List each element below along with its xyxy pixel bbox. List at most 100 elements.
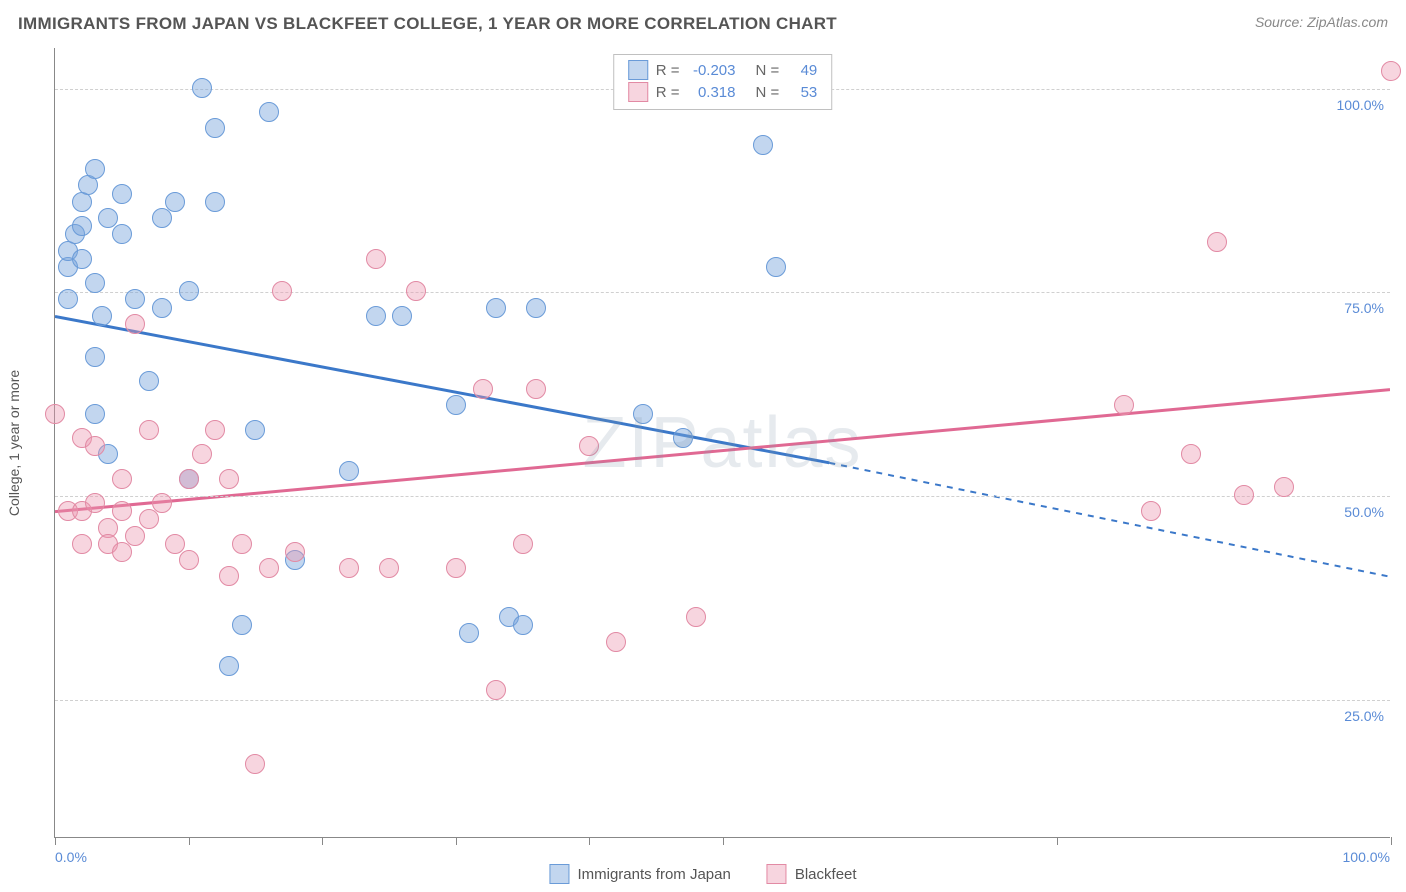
data-point xyxy=(473,379,493,399)
data-point xyxy=(192,444,212,464)
data-point xyxy=(112,469,132,489)
x-tick-label: 100.0% xyxy=(1343,849,1390,865)
data-point xyxy=(205,420,225,440)
data-point xyxy=(139,420,159,440)
y-tick-label: 50.0% xyxy=(1344,504,1384,520)
data-point xyxy=(259,558,279,578)
data-point xyxy=(1141,501,1161,521)
data-point xyxy=(139,371,159,391)
source-credit: Source: ZipAtlas.com xyxy=(1255,14,1388,30)
data-point xyxy=(245,754,265,774)
x-tick xyxy=(189,837,190,845)
data-point xyxy=(85,159,105,179)
gridline xyxy=(55,292,1390,293)
x-tick xyxy=(589,837,590,845)
legend-row: R =-0.203N =49 xyxy=(628,59,818,81)
data-point xyxy=(526,379,546,399)
legend-item: Immigrants from Japan xyxy=(549,864,730,884)
legend-row: R =0.318N =53 xyxy=(628,81,818,103)
data-point xyxy=(366,249,386,269)
legend-n-label: N = xyxy=(756,62,780,79)
data-point xyxy=(486,680,506,700)
y-tick-label: 75.0% xyxy=(1344,300,1384,316)
legend-n-label: N = xyxy=(756,84,780,101)
gridline xyxy=(55,496,1390,497)
data-point xyxy=(72,534,92,554)
data-point xyxy=(125,314,145,334)
data-point xyxy=(633,404,653,424)
data-point xyxy=(112,501,132,521)
data-point xyxy=(219,469,239,489)
legend-item: Blackfeet xyxy=(767,864,857,884)
legend-series-name: Immigrants from Japan xyxy=(577,866,730,883)
data-point xyxy=(446,558,466,578)
data-point xyxy=(1207,232,1227,252)
data-point xyxy=(72,216,92,236)
data-point xyxy=(339,558,359,578)
data-point xyxy=(85,273,105,293)
data-point xyxy=(139,509,159,529)
data-point xyxy=(673,428,693,448)
data-point xyxy=(179,550,199,570)
legend-swatch xyxy=(767,864,787,884)
data-point xyxy=(112,542,132,562)
data-point xyxy=(753,135,773,155)
data-point xyxy=(112,184,132,204)
data-point xyxy=(232,615,252,635)
data-point xyxy=(205,192,225,212)
data-point xyxy=(152,493,172,513)
data-point xyxy=(1274,477,1294,497)
x-tick xyxy=(322,837,323,845)
data-point xyxy=(232,534,252,554)
data-point xyxy=(513,534,533,554)
data-point xyxy=(1381,61,1401,81)
x-tick xyxy=(55,837,56,845)
data-point xyxy=(285,542,305,562)
data-point xyxy=(219,566,239,586)
legend-n-value: 53 xyxy=(787,84,817,101)
y-tick-label: 25.0% xyxy=(1344,708,1384,724)
x-tick xyxy=(723,837,724,845)
x-tick xyxy=(1057,837,1058,845)
data-point xyxy=(112,224,132,244)
data-point xyxy=(1234,485,1254,505)
data-point xyxy=(526,298,546,318)
data-point xyxy=(339,461,359,481)
data-point xyxy=(85,404,105,424)
correlation-legend: R =-0.203N =49R =0.318N =53 xyxy=(613,54,833,110)
data-point xyxy=(766,257,786,277)
data-point xyxy=(219,656,239,676)
legend-n-value: 49 xyxy=(787,62,817,79)
data-point xyxy=(165,192,185,212)
data-point xyxy=(85,347,105,367)
data-point xyxy=(1181,444,1201,464)
data-point xyxy=(152,208,172,228)
legend-swatch xyxy=(628,60,648,80)
legend-r-label: R = xyxy=(656,84,680,101)
data-point xyxy=(259,102,279,122)
data-point xyxy=(125,526,145,546)
data-point xyxy=(513,615,533,635)
data-point xyxy=(392,306,412,326)
data-point xyxy=(406,281,426,301)
data-point xyxy=(179,281,199,301)
plot-area: ZIPatlas R =-0.203N =49R =0.318N =53 25.… xyxy=(54,48,1390,838)
data-point xyxy=(85,493,105,513)
data-point xyxy=(205,118,225,138)
data-point xyxy=(192,78,212,98)
data-point xyxy=(245,420,265,440)
x-tick xyxy=(1391,837,1392,845)
data-point xyxy=(486,298,506,318)
data-point xyxy=(58,289,78,309)
data-point xyxy=(446,395,466,415)
data-point xyxy=(459,623,479,643)
data-point xyxy=(686,607,706,627)
data-point xyxy=(85,436,105,456)
legend-r-value: -0.203 xyxy=(688,62,736,79)
chart-container: College, 1 year or more ZIPatlas R =-0.2… xyxy=(50,48,1390,838)
series-legend: Immigrants from Japan Blackfeet xyxy=(549,864,856,884)
data-point xyxy=(366,306,386,326)
data-point xyxy=(1114,395,1134,415)
y-axis-label: College, 1 year or more xyxy=(6,370,22,516)
data-point xyxy=(152,298,172,318)
